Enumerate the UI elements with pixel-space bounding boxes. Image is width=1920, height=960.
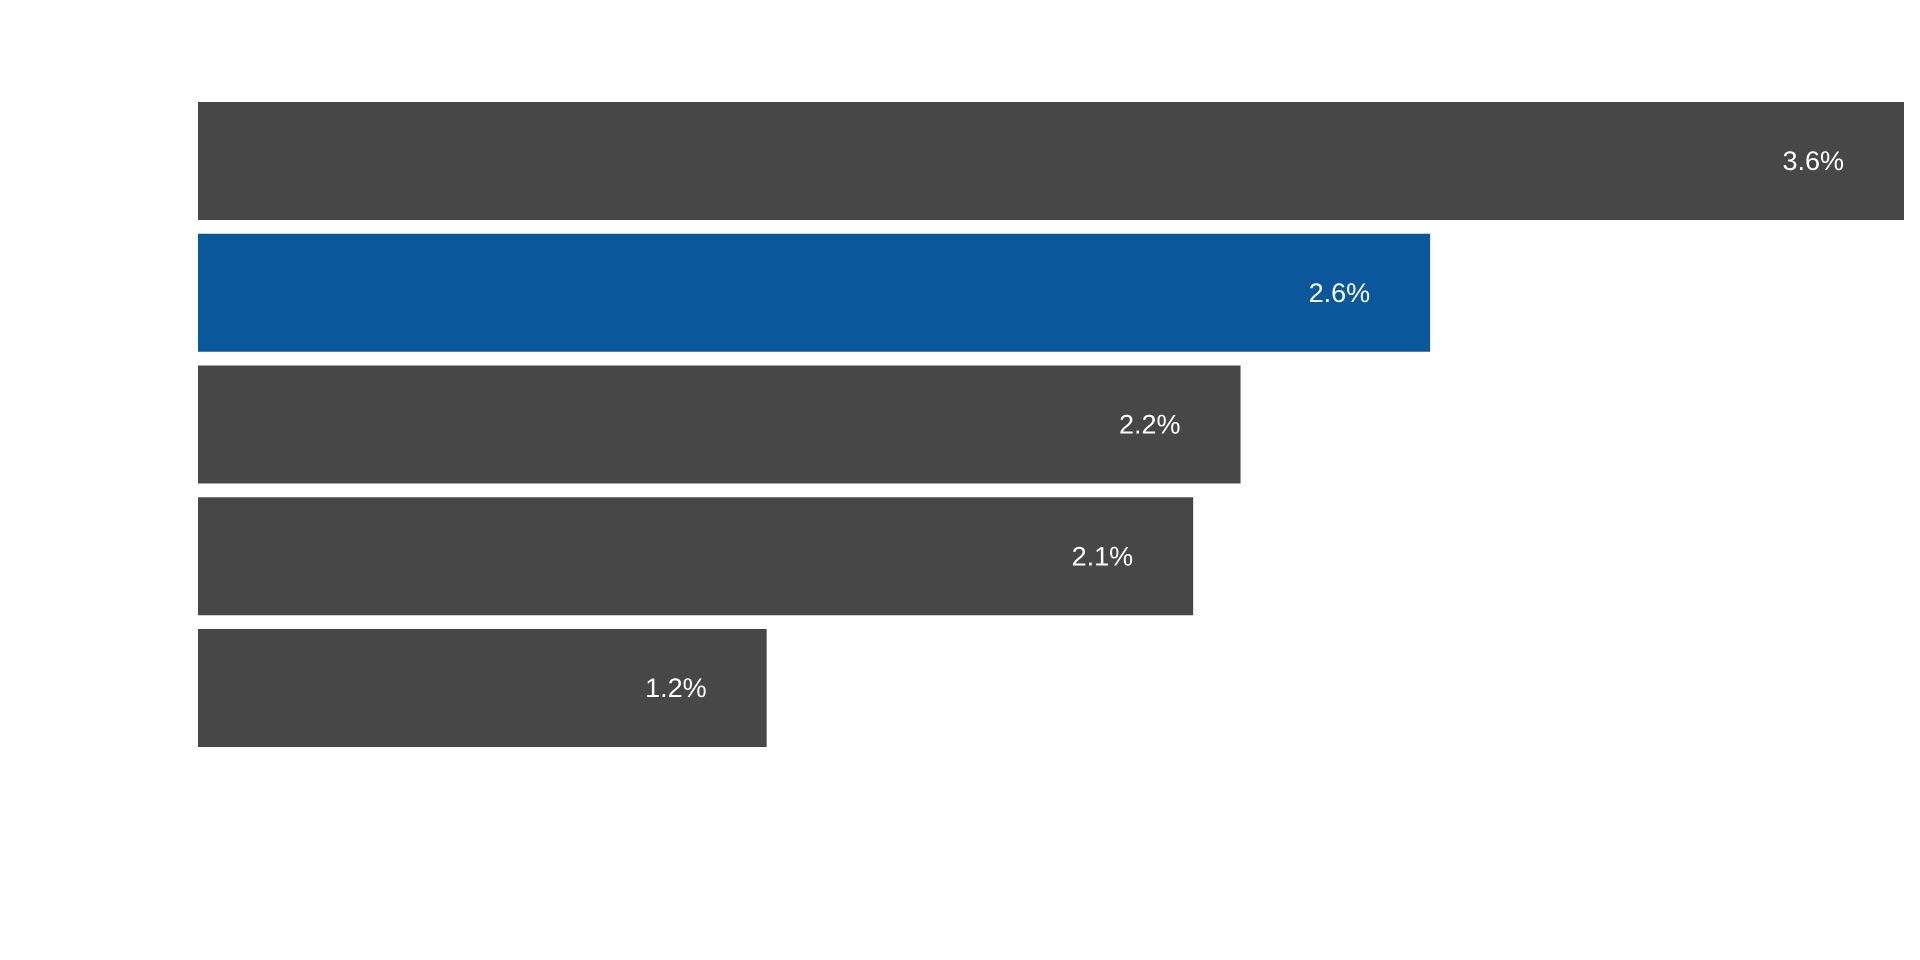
bar-1 xyxy=(198,102,1904,220)
bar-2 xyxy=(198,233,1431,352)
bar-value-label-1: 3.6% xyxy=(1782,146,1844,176)
bar-5 xyxy=(198,629,767,747)
bar-value-label-5: 1.2% xyxy=(645,673,707,703)
bar-3 xyxy=(198,365,1241,484)
data-labels-group: 3.6% 2.6% 2.2% 2.1% 1.2% xyxy=(645,146,1844,703)
bar-value-label-2: 2.6% xyxy=(1309,278,1371,308)
bar-value-label-3: 2.2% xyxy=(1119,410,1181,440)
bar-value-label-4: 2.1% xyxy=(1072,541,1134,571)
bar-4 xyxy=(198,497,1194,616)
bars-group xyxy=(198,102,1904,747)
